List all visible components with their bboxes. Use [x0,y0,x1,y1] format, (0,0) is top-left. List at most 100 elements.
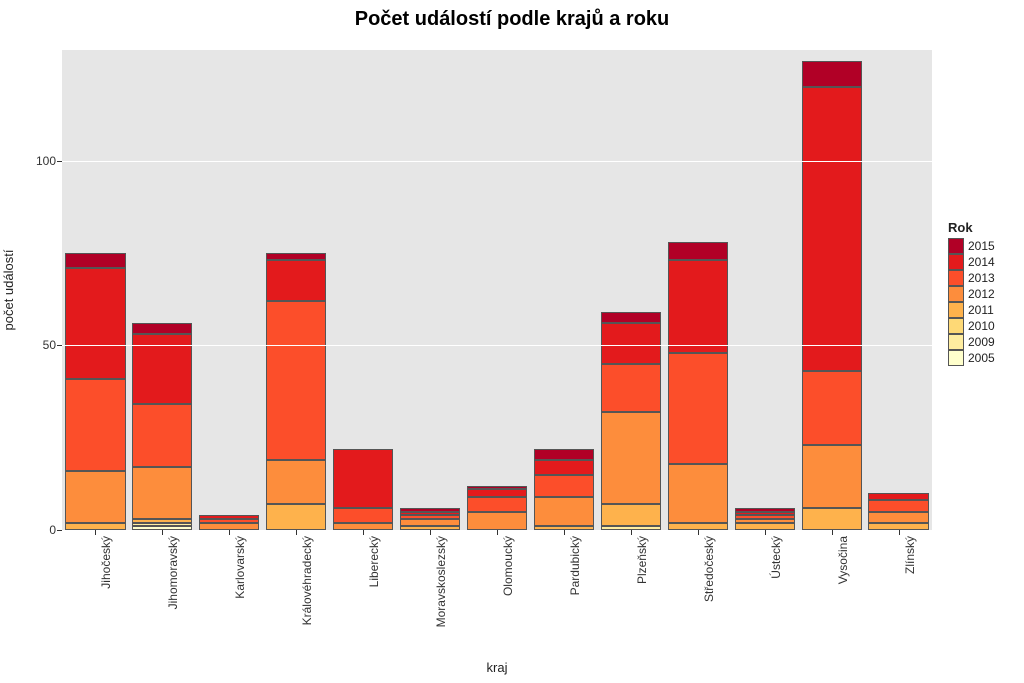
bar-segment [802,371,862,445]
gridline [62,345,932,346]
bar-segment [400,512,460,516]
bar-Olomoucký [467,50,527,530]
y-tick-mark [57,161,62,162]
bar-segment [534,475,594,497]
x-tick-label: Středočeský [702,536,716,602]
bar-Královéhradecký [266,50,326,530]
gridline [62,161,932,162]
bar-Pardubický [534,50,594,530]
x-tick-mark [698,530,699,535]
legend-swatch [948,350,964,366]
bar-Liberecký [333,50,393,530]
legend-label: 2015 [968,239,995,253]
x-tick-label: Karlovarský [233,536,247,599]
bar-segment [132,467,192,519]
bar-segment [333,449,393,508]
bar-segment [601,412,661,504]
bar-segment [668,242,728,260]
legend-swatch [948,334,964,350]
x-tick-mark [363,530,364,535]
bar-segment [735,523,795,530]
bar-segment [132,519,192,523]
bar-segment [601,364,661,412]
x-tick-mark [497,530,498,535]
bar-segment [266,253,326,260]
bar-segment [467,486,527,490]
bar-Jihočeský [65,50,125,530]
legend-item-2010: 2010 [948,318,995,334]
plot-area: 050100JihočeskýJihomoravskýKarlovarskýKr… [62,50,932,530]
x-tick-mark [162,530,163,535]
bar-segment [601,323,661,364]
bar-segment [266,301,326,460]
bar-segment [65,268,125,379]
bar-segment [400,515,460,519]
bar-segment [333,523,393,530]
bar-segment [668,353,728,464]
bar-segment [199,515,259,519]
bar-segment [735,519,795,523]
bar-segment [132,323,192,334]
x-tick-label: Královéhradecký [300,536,314,625]
bar-segment [266,460,326,504]
bar-Ústecký [735,50,795,530]
legend-item-2015: 2015 [948,238,995,254]
bar-segment [199,523,259,530]
legend-item-2009: 2009 [948,334,995,350]
legend-swatch [948,318,964,334]
legend: Rok 20152014201320122011201020092005 [948,220,995,366]
x-tick-mark [95,530,96,535]
legend-item-2012: 2012 [948,286,995,302]
legend-swatch [948,238,964,254]
bar-segment [868,493,928,500]
legend-item-2014: 2014 [948,254,995,270]
x-tick-mark [899,530,900,535]
bar-segment [132,404,192,467]
bar-segment [467,512,527,530]
x-tick-mark [430,530,431,535]
chart-title: Počet událostí podle krajů a roku [0,8,1024,31]
bar-Zlínský [868,50,928,530]
bar-segment [266,260,326,301]
x-tick-label: Ústecký [769,536,783,579]
bar-segment [400,508,460,512]
bar-segment [668,464,728,523]
legend-item-2011: 2011 [948,302,995,318]
legend-item-2005: 2005 [948,350,995,366]
bar-segment [132,523,192,527]
x-tick-label: Jihočeský [99,536,113,589]
x-axis-label: kraj [487,660,508,675]
bar-segment [65,379,125,471]
chart-container: počet událostí 050100JihočeskýJihomoravs… [0,44,1024,683]
bar-segment [735,515,795,519]
legend-label: 2009 [968,335,995,349]
bar-segment [735,512,795,516]
x-tick-mark [296,530,297,535]
bar-segment [668,260,728,352]
bar-segment [601,504,661,526]
bar-segment [735,508,795,512]
y-axis-label: počet událostí [1,250,16,331]
x-tick-mark [765,530,766,535]
bar-segment [534,449,594,460]
y-tick-mark [57,530,62,531]
bar-segment [266,504,326,530]
bar-Karlovarský [199,50,259,530]
bar-segment [668,523,728,530]
bar-segment [802,445,862,508]
y-tick-mark [57,345,62,346]
bar-segment [868,523,928,530]
x-tick-label: Liberecký [367,536,381,587]
legend-label: 2013 [968,271,995,285]
x-tick-label: Pardubický [568,536,582,595]
bars-layer [62,50,932,530]
bar-Středočeský [668,50,728,530]
bar-segment [65,253,125,268]
x-tick-mark [564,530,565,535]
legend-label: 2011 [968,303,994,317]
bar-segment [868,500,928,511]
bar-Vysočina [802,50,862,530]
legend-title: Rok [948,220,995,235]
legend-swatch [948,302,964,318]
bar-segment [199,519,259,523]
